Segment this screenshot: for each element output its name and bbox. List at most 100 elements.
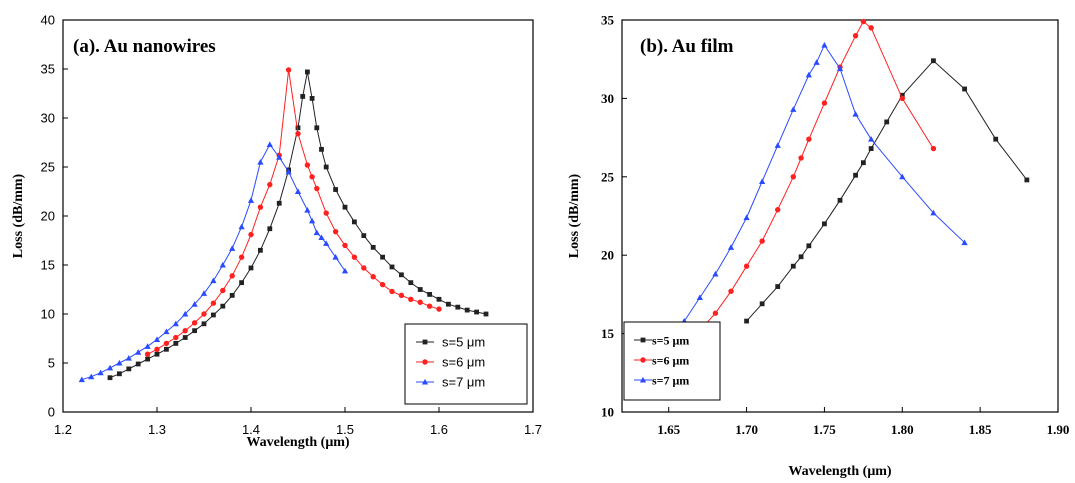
legend-a: s=5 μm s=6 μm s=7 μm [404,323,528,405]
series-line [699,20,934,331]
data-point [314,185,320,192]
data-point [267,181,273,188]
legend-marker [640,357,646,363]
series-2 [144,67,442,357]
data-point [341,267,349,274]
x-tick-label: 1.7 [524,422,542,437]
legend-label: s=5 μm [652,334,689,348]
y-tick-label: 10 [41,307,55,322]
x-tick-label: 1.80 [891,422,914,437]
y-tick-label: 35 [601,13,615,28]
data-point [774,142,781,148]
data-point [144,351,151,357]
data-point [313,229,320,236]
data-point [210,300,217,306]
data-point [229,273,235,279]
data-point [398,292,405,299]
data-point [211,312,216,318]
data-point [172,320,179,327]
data-point [182,327,188,334]
data-point [408,296,414,302]
data-point [868,136,875,142]
data-point [192,328,197,334]
data-point [97,369,104,376]
legend-marker [640,337,646,343]
data-point [884,119,890,125]
data-point [200,290,208,296]
data-point [399,272,404,278]
data-point [759,301,765,307]
data-point [135,361,141,367]
y-axis-label-a: Loss (dB/mm) [11,173,26,258]
data-point [455,304,461,310]
data-point [220,287,226,294]
x-axis-label-a: Wavelength (μm) [246,435,350,450]
data-point [712,270,719,277]
panel-a: (a). Au nanowires Wavelength (μm) Loss (… [11,13,542,451]
data-point [342,204,348,210]
x-axis-label-b: Wavelength (μm) [788,464,892,479]
data-point [332,228,339,235]
x-tick-label: 1.85 [969,422,992,437]
data-point [389,288,395,295]
data-point [267,226,273,232]
data-point [257,158,264,165]
x-tick-label: 1.4 [242,422,260,437]
data-point [323,210,329,216]
data-point [853,172,858,178]
data-point [106,364,114,371]
y-tick-label: 30 [601,91,614,106]
y-tick-label: 25 [41,160,55,175]
chart-title-a: (a). Au nanowires [73,36,216,57]
ticks-b: 1.65 1.70 1.75 1.80 1.85 1.90 10 15 20 25 30 35 [601,13,1069,438]
data-point [258,247,263,253]
data-point [860,160,866,166]
data-point [361,265,367,271]
data-point [304,207,311,213]
data-point [798,254,804,260]
data-point [436,306,442,312]
x-tick-label: 1.75 [813,422,836,437]
data-point [860,18,867,25]
data-point [248,231,254,238]
legend-marker [639,376,647,383]
x-tick-label: 1.70 [735,422,758,437]
data-point [332,254,339,260]
y-tick-label: 20 [601,248,614,263]
data-point [323,164,329,170]
legend-b: s=5 μm s=6 μm s=7 μm [623,321,721,401]
ticks-a: 1.2 1.3 1.4 1.5 1.6 1.7 0 5 10 15 20 25 30 35 40 [41,13,543,438]
data-point [318,234,325,241]
data-point [153,336,161,342]
data-point [712,310,719,316]
y-tick-label: 5 [48,356,55,371]
data-point [930,209,937,216]
data-point [426,303,433,309]
x-tick-label: 1.90 [1047,422,1070,437]
legend-label: s=5 μm [442,335,485,350]
data-point [154,351,160,357]
y-tick-label: 15 [601,326,615,341]
data-point [309,96,315,101]
data-point [163,328,170,335]
data-point [993,136,999,142]
series-1 [107,69,489,381]
data-point [295,130,301,137]
data-point [868,146,874,151]
data-point [116,359,123,366]
data-point [257,204,264,210]
data-point [852,110,859,117]
data-point [164,346,169,352]
data-point [173,341,179,346]
data-point [436,296,442,302]
y-tick-label: 20 [41,209,55,224]
legend-marker [422,339,428,345]
series-line [147,69,440,355]
data-point [899,173,906,180]
data-point [380,254,385,260]
data-point [852,32,859,39]
data-point [144,343,151,349]
data-point [182,335,188,340]
data-point [483,311,489,317]
data-point [125,354,132,361]
